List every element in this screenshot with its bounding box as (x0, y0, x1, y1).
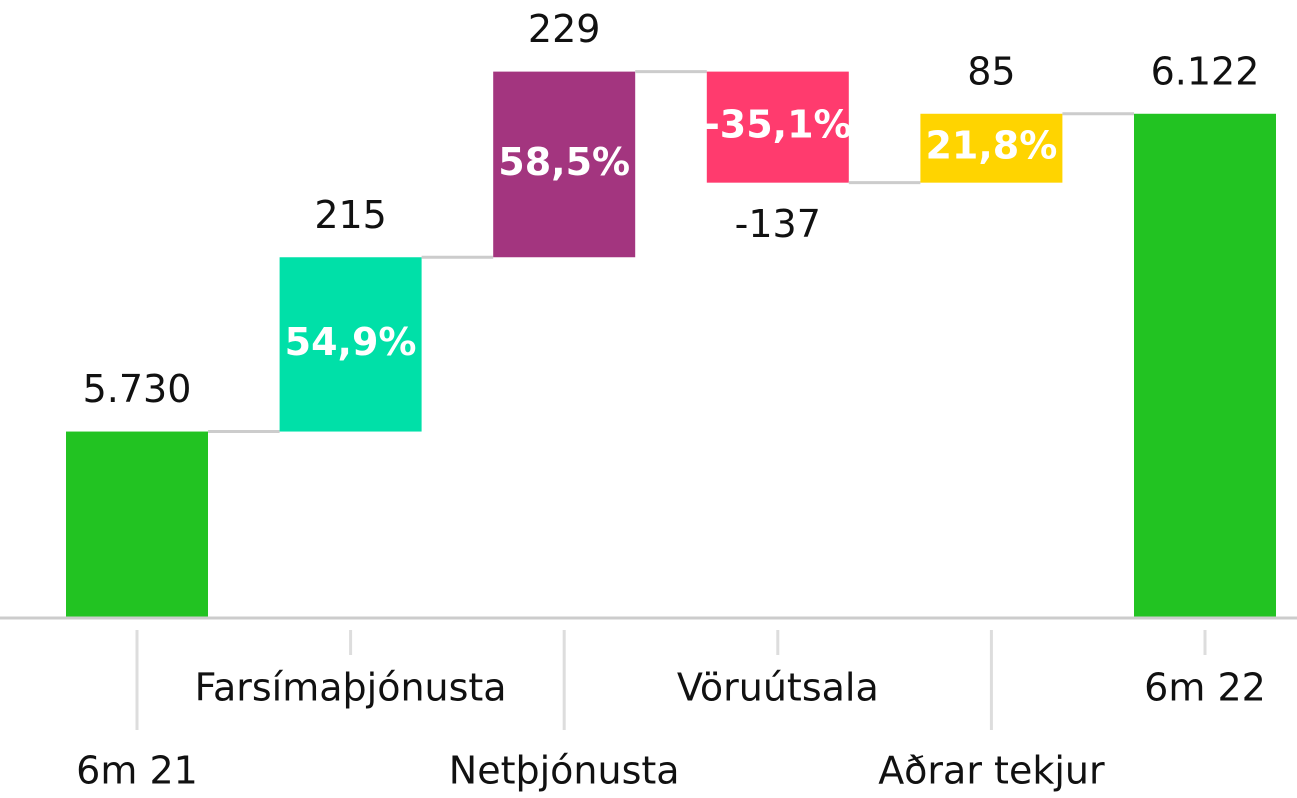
value-label: -137 (735, 202, 821, 246)
share-label: 58,5% (498, 140, 630, 184)
bar (706, 71, 849, 183)
share-label: -35,1% (704, 103, 852, 147)
share-label: 21,8% (925, 124, 1057, 168)
bar (66, 431, 208, 618)
share-label: 54,9% (285, 320, 417, 364)
x-tick-label: Vöruútsala (677, 666, 879, 710)
x-tick-label: Aðrar tekjur (878, 749, 1105, 793)
bar (1134, 113, 1276, 619)
value-label: 229 (528, 7, 601, 51)
x-tick-label: 6m 22 (1144, 666, 1266, 710)
x-tick-label: 6m 21 (76, 749, 198, 793)
bar (279, 257, 422, 432)
value-label: 5.730 (83, 367, 192, 411)
value-label: 6.122 (1151, 49, 1260, 93)
value-label: 215 (314, 193, 387, 237)
bar (493, 71, 636, 258)
x-tick-label: Farsímaþjónusta (195, 666, 507, 710)
value-label: 85 (967, 49, 1015, 93)
bar (920, 113, 1063, 183)
x-tick-label: Netþjónusta (449, 749, 680, 793)
